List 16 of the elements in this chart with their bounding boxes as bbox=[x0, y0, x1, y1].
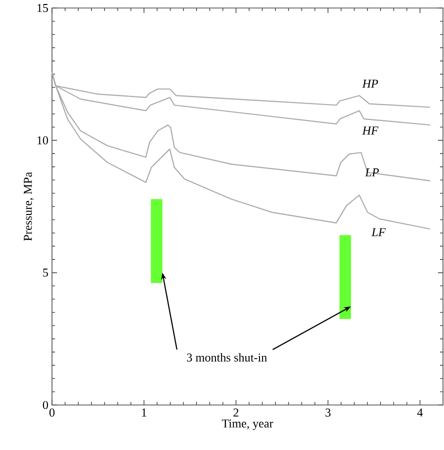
y-tick-label: 0 bbox=[42, 400, 48, 410]
x-tick-label: 4 bbox=[417, 408, 423, 416]
x-tick-label: 1 bbox=[142, 408, 146, 416]
y-axis-title: Pressure, MPa bbox=[24, 172, 34, 241]
x-tick-label: 2 bbox=[234, 408, 238, 416]
x-tick-label: 0 bbox=[49, 408, 55, 417]
series-label: HP bbox=[362, 80, 378, 88]
y-tick-label: 10 bbox=[38, 136, 48, 144]
annotation: 3 months shut-in bbox=[187, 353, 267, 362]
y-tick-label: 5 bbox=[43, 268, 48, 277]
y-tick-label: 15 bbox=[38, 4, 48, 12]
x-axis-title: Time, year bbox=[222, 419, 274, 430]
series-label: LF bbox=[371, 228, 386, 236]
x-tick-label: 3 bbox=[326, 408, 331, 417]
series-label: HF bbox=[362, 126, 378, 134]
series-label: LP bbox=[365, 168, 379, 176]
